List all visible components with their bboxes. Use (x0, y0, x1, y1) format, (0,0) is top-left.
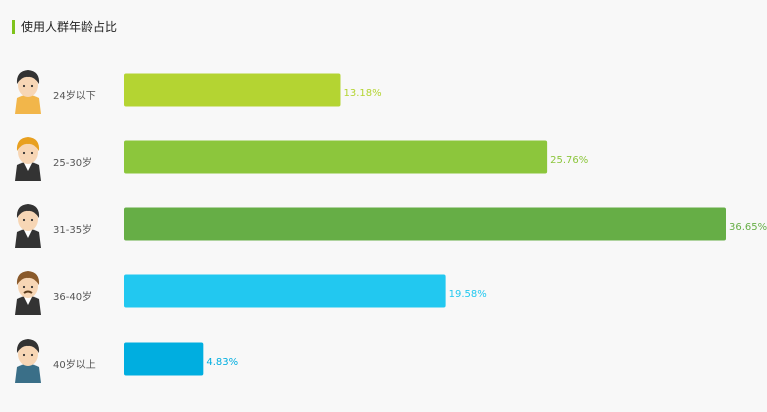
chart-title-wrap: 使用人群年龄占比 (12, 20, 117, 34)
value-label: 13.18% (343, 88, 381, 99)
category-label: 31-35岁 (53, 223, 92, 236)
category-label: 24岁以下 (53, 89, 96, 102)
value-label: 4.83% (206, 357, 238, 368)
mustache-man-avatar-icon (15, 271, 41, 315)
young-man-avatar-icon (15, 70, 41, 114)
chart-title: 使用人群年龄占比 (21, 20, 118, 34)
older-man-avatar-icon (15, 339, 41, 383)
bar (124, 274, 446, 308)
category-label: 40岁以上 (53, 358, 96, 371)
bar (124, 140, 548, 174)
value-label: 19.58% (449, 289, 487, 300)
category-label: 25-30岁 (53, 156, 92, 169)
bar (124, 342, 204, 376)
title-accent-bar (12, 20, 15, 34)
value-label: 36.65% (729, 222, 767, 233)
suit-man-avatar-icon (15, 204, 41, 248)
value-label: 25.76% (550, 155, 588, 166)
orange-hair-man-avatar-icon (15, 137, 41, 181)
bar (124, 207, 726, 241)
category-label: 36-40岁 (53, 290, 92, 303)
bar (124, 73, 341, 107)
